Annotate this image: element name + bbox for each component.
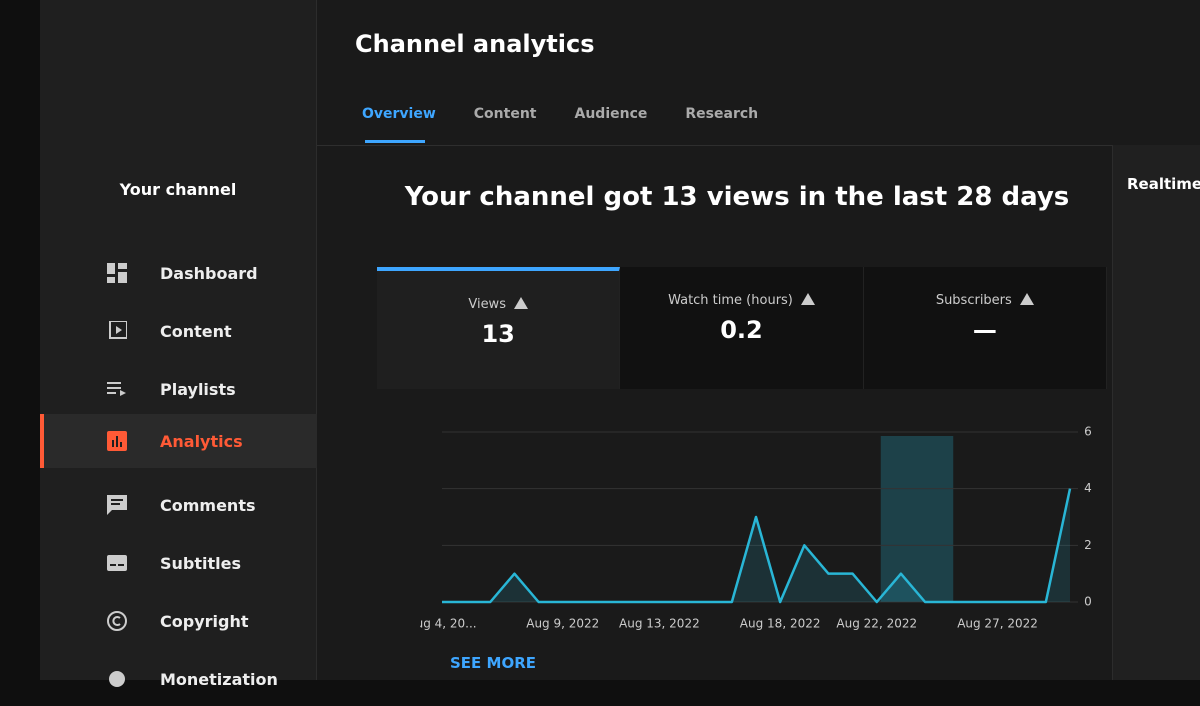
sidebar: Your channel Dashboard Content Playlists…	[40, 0, 340, 689]
icon	[106, 431, 128, 451]
nav-item[interactable]: Dashboard	[40, 246, 316, 300]
icon	[106, 553, 128, 573]
x-tick-label: Aug 18, 2022	[740, 617, 821, 631]
headline: Your channel got 13 views in the last 28…	[404, 182, 1070, 212]
realtime-panel: Realtime	[1112, 145, 1200, 680]
y-tick-label: 4	[1084, 481, 1092, 495]
nav-item[interactable]: Content	[40, 304, 316, 358]
x-tick-label: Aug 13, 2022	[619, 617, 700, 631]
see-more-link[interactable]: SEE MORE	[450, 654, 536, 672]
metric-cards: Views 13 Watch time (hours) 0.2 Subscriber…	[377, 267, 1107, 389]
nav-item[interactable]: Monetization	[40, 652, 316, 706]
nav-label: Monetization	[160, 669, 278, 689]
chart: 0 2 4 6 Aug 4, 20... Aug 9, 2022 Aug 13, 2022 A…	[420, 425, 1092, 631]
metric-card[interactable]: Watch time (hours) 0.2	[620, 267, 864, 389]
x-tick-label: Aug 27, 2022	[957, 617, 1038, 631]
warning-icon	[800, 293, 815, 305]
screen: {"sidebar": {"channel": "Your channel", …	[40, 0, 1200, 689]
metric-card[interactable]: Views 13	[377, 267, 621, 389]
nav-label: Analytics	[160, 431, 243, 451]
tab[interactable]: Content	[473, 106, 537, 122]
nav-label: Subtitles	[160, 553, 242, 573]
nav-label: Comments	[160, 495, 256, 515]
x-tick-label: Aug 4, 20...	[420, 617, 477, 631]
y-tick-label: 0	[1084, 595, 1092, 609]
tab[interactable]: Research	[685, 106, 759, 122]
realtime-title: Realtime	[1127, 175, 1200, 193]
highlight-band	[880, 436, 954, 602]
nav-label: Copyright	[160, 611, 249, 631]
icon	[106, 379, 128, 399]
page-title: Channel analytics	[355, 30, 595, 58]
divider	[317, 145, 1200, 146]
icon	[106, 321, 128, 341]
nav-item[interactable]: Comments	[40, 478, 316, 532]
nav-item[interactable]: Copyright	[40, 594, 316, 648]
y-tick-label: 2	[1084, 538, 1092, 552]
metric-card[interactable]: Subscribers —	[863, 267, 1107, 389]
metric-value: 0.2	[720, 316, 763, 344]
nav-item[interactable]: Subtitles	[40, 536, 316, 590]
line-area	[442, 488, 1070, 602]
y-tick-label: 6	[1084, 425, 1092, 439]
channel-name[interactable]: Your channel	[119, 180, 237, 199]
metric-value: 13	[481, 320, 515, 348]
icon	[106, 669, 128, 689]
nav-label: Playlists	[160, 379, 236, 399]
tab-indicator	[365, 140, 425, 143]
icon	[106, 495, 128, 515]
icon	[106, 611, 128, 631]
nav-label: Dashboard	[160, 263, 258, 283]
nav-item[interactable]: Analytics	[40, 414, 320, 468]
metric-label: Watch time (hours)	[668, 293, 793, 308]
tab[interactable]: Audience	[574, 106, 648, 122]
warning-icon	[513, 297, 528, 309]
metric-value: —	[972, 316, 997, 344]
x-tick-label: Aug 22, 2022	[836, 617, 917, 631]
icon	[106, 263, 128, 283]
nav-label: Content	[160, 321, 232, 341]
tabs: Overview Content Audience Research	[362, 106, 758, 122]
metric-label: Subscribers	[935, 293, 1012, 308]
metric-label: Views	[468, 297, 506, 312]
nav-item[interactable]: Playlists	[40, 362, 316, 416]
x-tick-label: Aug 9, 2022	[526, 617, 599, 631]
warning-icon	[1019, 293, 1034, 305]
line	[442, 488, 1072, 604]
tab[interactable]: Overview	[362, 106, 436, 122]
